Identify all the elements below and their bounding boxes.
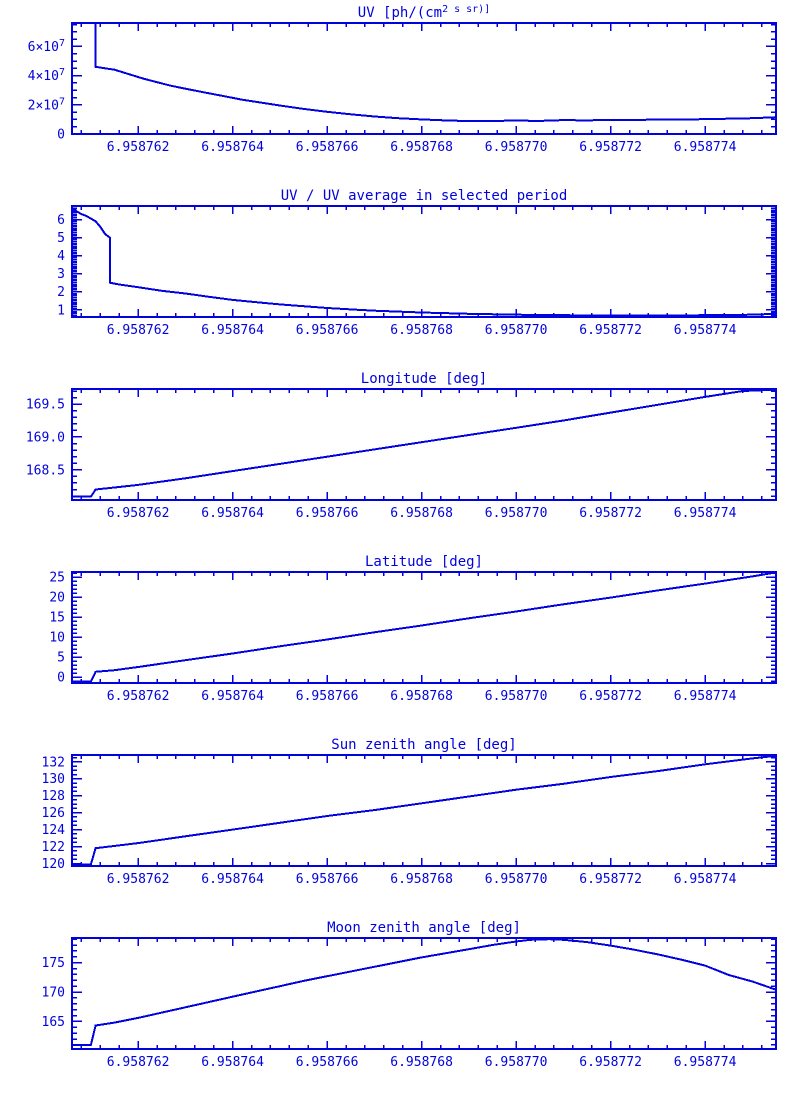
y-tick-label: 132	[42, 755, 65, 770]
data-series-line	[72, 207, 776, 317]
y-tick-label: 120	[42, 857, 65, 872]
x-tick-label: 6.958770	[485, 323, 548, 338]
y-tick-label: 4×107	[28, 67, 65, 84]
axis-ticks	[72, 572, 776, 683]
y-tick-label: 122	[42, 840, 65, 855]
y-tick-label: 130	[42, 772, 65, 787]
x-tick-label: 6.958768	[390, 1055, 453, 1070]
panel-uv-ph-cm-2-s-sr: UV [ph/(cm2 s sr)]6.958762 6.958764 6.9587…	[28, 4, 777, 155]
panel-latitude-deg: Latitude [deg] 6.958762 6.958764 6.958766 6.…	[49, 554, 777, 704]
y-tick-label: 2	[57, 285, 65, 300]
x-tick-label: 6.958770	[485, 872, 548, 887]
x-tick-label: 6.958766	[296, 1055, 359, 1070]
x-tick-label: 6.958764	[201, 140, 264, 155]
axis-frame	[71, 571, 777, 684]
x-tick-label: 6.958770	[485, 689, 548, 704]
x-tick-label: 6.958768	[390, 872, 453, 887]
axis-frame	[71, 937, 777, 1050]
y-tick-label: 169.0	[26, 430, 65, 445]
y-tick-label: 0	[57, 128, 65, 143]
panel-moon-zenith-angle-deg: Moon zenith angle [deg] 6.958762 6.958764 6…	[42, 920, 777, 1070]
x-tick-label: 6.958770	[485, 506, 548, 521]
chart-title: UV / UV average in selected period	[281, 188, 568, 204]
x-tick-label: 6.958766	[296, 689, 359, 704]
x-tick-label: 6.958770	[485, 140, 548, 155]
x-tick-label: 6.958774	[674, 506, 737, 521]
x-tick-label: 6.958762	[107, 1055, 170, 1070]
y-tick-label: 1	[57, 303, 65, 318]
x-tick-label: 6.958774	[674, 323, 737, 338]
x-tick-label: 6.958764	[201, 323, 264, 338]
x-tick-label: 6.958764	[201, 689, 264, 704]
panel-sun-zenith-angle-deg: Sun zenith angle [deg] 6.958762 6.958764 6.…	[42, 737, 777, 887]
x-tick-label: 6.958772	[579, 140, 642, 155]
axis-ticks	[72, 23, 776, 135]
x-tick-label: 6.958764	[201, 872, 264, 887]
axis-ticks	[72, 938, 776, 1049]
x-tick-label: 6.958762	[107, 140, 170, 155]
y-tick-label: 5	[57, 651, 65, 666]
y-tick-label: 15	[49, 611, 65, 626]
y-tick-label: 3	[57, 267, 65, 282]
panel-uv-uv-average-in-selected-period: UV / UV average in selected period 6.9587…	[57, 188, 777, 338]
y-tick-label: 175	[42, 956, 65, 971]
x-tick-label: 6.958764	[201, 1055, 264, 1070]
x-tick-label: 6.958762	[107, 689, 170, 704]
x-tick-label: 6.958764	[201, 506, 264, 521]
x-tick-label: 6.958772	[579, 506, 642, 521]
data-series-line	[72, 754, 776, 866]
x-tick-label: 6.958768	[390, 689, 453, 704]
x-tick-label: 6.958772	[579, 872, 642, 887]
x-tick-label: 6.958770	[485, 1055, 548, 1070]
x-tick-label: 6.958766	[296, 506, 359, 521]
y-tick-label: 20	[49, 591, 65, 606]
x-tick-label: 6.958766	[296, 323, 359, 338]
x-tick-label: 6.958768	[390, 506, 453, 521]
chart-title: Latitude [deg]	[365, 554, 483, 570]
x-tick-label: 6.958774	[674, 689, 737, 704]
data-series-line	[72, 388, 776, 498]
y-tick-label: 169.5	[26, 398, 65, 413]
y-tick-label: 2×107	[28, 96, 65, 113]
x-tick-label: 6.958768	[390, 323, 453, 338]
x-tick-label: 6.958762	[107, 506, 170, 521]
x-tick-label: 6.958768	[390, 140, 453, 155]
y-tick-label: 165	[42, 1015, 65, 1030]
x-tick-label: 6.958762	[107, 872, 170, 887]
chart-title: Sun zenith angle [deg]	[331, 737, 516, 753]
axis-frame	[71, 388, 777, 501]
x-tick-label: 6.958774	[674, 140, 737, 155]
y-tick-label: 0	[57, 671, 65, 686]
x-tick-label: 6.958772	[579, 689, 642, 704]
y-tick-label: 5	[57, 231, 65, 246]
x-tick-label: 6.958774	[674, 1055, 737, 1070]
x-tick-label: 6.958774	[674, 872, 737, 887]
x-tick-label: 6.958762	[107, 323, 170, 338]
y-tick-label: 10	[49, 631, 65, 646]
data-series-line	[94, 23, 776, 123]
y-tick-label: 25	[49, 571, 65, 586]
y-tick-label: 170	[42, 986, 65, 1001]
y-tick-label: 126	[42, 806, 65, 821]
panel-longitude-deg: Longitude [deg] 6.958762 6.958764 6.958766 6…	[26, 371, 777, 521]
y-tick-label: 168.5	[26, 463, 65, 478]
y-tick-label: 6	[57, 213, 65, 228]
x-tick-label: 6.958766	[296, 872, 359, 887]
chart-title: Moon zenith angle [deg]	[327, 920, 521, 936]
y-tick-label: 6×107	[28, 38, 65, 55]
axis-frame	[71, 22, 777, 135]
axis-frame	[71, 754, 777, 867]
data-series-line	[72, 571, 776, 683]
x-tick-label: 6.958772	[579, 1055, 642, 1070]
x-tick-label: 6.958766	[296, 140, 359, 155]
data-series-line	[72, 938, 776, 1046]
y-tick-label: 128	[42, 789, 65, 804]
y-tick-label: 124	[42, 823, 66, 838]
x-tick-label: 6.958772	[579, 323, 642, 338]
chart-title: Longitude [deg]	[361, 371, 487, 387]
y-tick-label: 4	[57, 249, 65, 264]
